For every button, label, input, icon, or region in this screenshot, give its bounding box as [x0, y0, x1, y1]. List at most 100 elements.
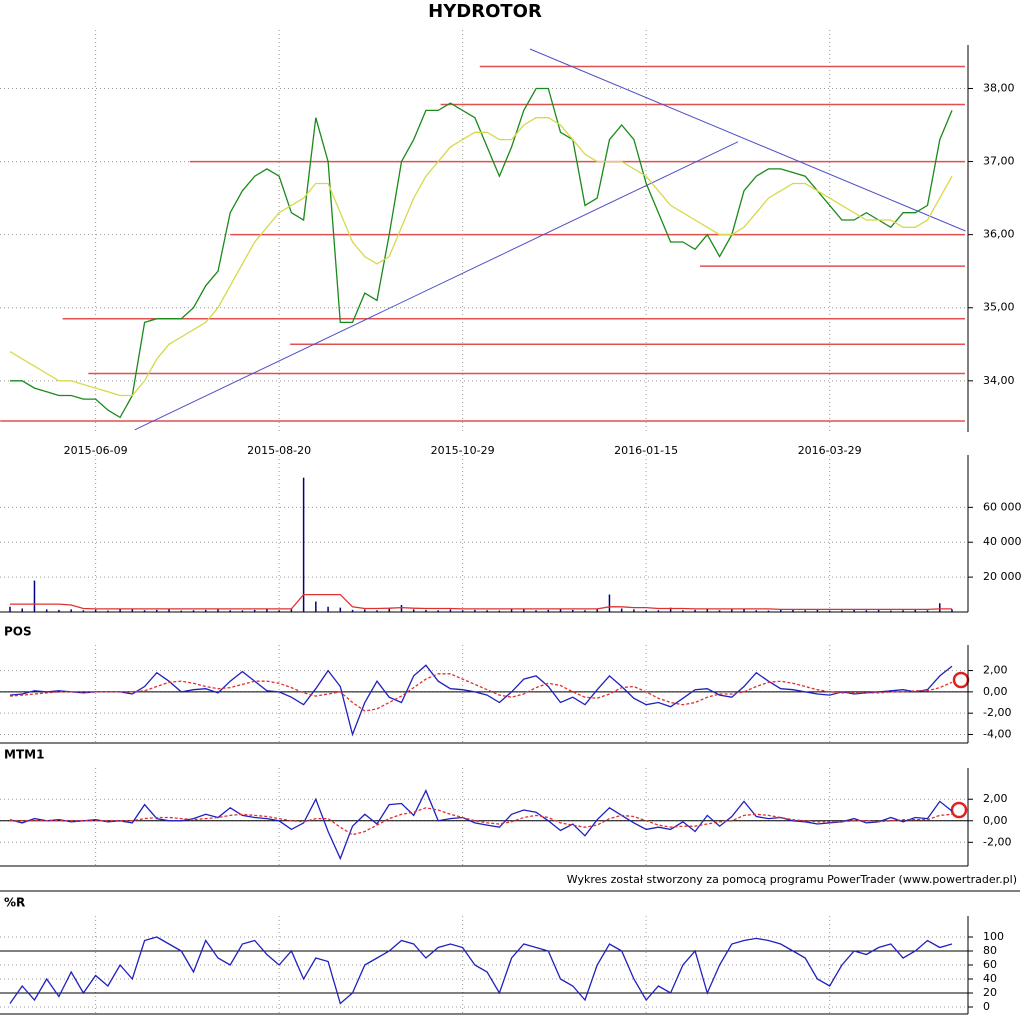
volume-bar [853, 609, 855, 612]
volume-bar [547, 609, 550, 612]
volume-bar [584, 610, 586, 612]
y-tick-label: 34,00 [983, 374, 1015, 387]
volume-bar [266, 609, 268, 612]
volume-bar [131, 608, 134, 612]
volume-bar [94, 609, 97, 612]
volume-bar [743, 609, 745, 612]
volume-bar [902, 610, 904, 612]
volume-bar [939, 603, 941, 612]
volume-bar [645, 609, 647, 612]
volume-bar [229, 610, 231, 612]
series-line [9, 673, 953, 712]
volume-bar [290, 608, 293, 612]
volume-bar [657, 610, 660, 612]
volume-bar [694, 609, 696, 612]
volume-bar [143, 610, 146, 612]
volume-bar [767, 610, 770, 612]
volume-bar [510, 609, 513, 612]
panel-title: MTM1 [4, 748, 44, 762]
volume-bar [119, 609, 121, 612]
y-tick-label: 38,00 [983, 81, 1015, 94]
y-tick-label: 20 000 [983, 570, 1022, 583]
volume-bar [339, 607, 342, 612]
volume-bar [890, 610, 892, 612]
x-tick-label: 2016-03-29 [798, 444, 862, 457]
series-line [9, 789, 953, 861]
x-tick-label: 2015-06-09 [64, 444, 128, 457]
y-tick-label: 60 [983, 958, 997, 971]
y-tick-label: 37,00 [983, 155, 1015, 168]
volume-bar [33, 580, 36, 612]
panel-title: %R [4, 896, 25, 910]
volume-bar [45, 609, 48, 612]
volume-bar [425, 609, 427, 612]
y-tick-label: 40 [983, 972, 997, 985]
volume-bar [816, 609, 819, 612]
y-tick-label: 0,00 [983, 814, 1008, 827]
volume-bar [180, 610, 183, 612]
volume-bar [364, 609, 366, 612]
volume-bar [535, 610, 537, 612]
volume-bar [718, 610, 721, 612]
volume-bar [523, 608, 525, 612]
volume-bar [437, 610, 439, 612]
volume-bar [877, 609, 880, 612]
volume-bar [156, 609, 158, 612]
volume-bar [241, 610, 244, 612]
y-tick-label: 2,00 [983, 792, 1008, 805]
series-line [9, 936, 953, 1005]
volume-bar [9, 606, 11, 612]
volume-bar [412, 609, 415, 612]
series-line [10, 593, 952, 611]
volume-bar [572, 609, 574, 612]
volume-bar [474, 609, 476, 612]
volume-bar [951, 609, 953, 612]
volume-bar [58, 609, 60, 612]
volume-bar [351, 609, 354, 612]
x-tick-label: 2016-01-15 [614, 444, 678, 457]
footer-note: Wykres został stworzony za pomocą progra… [567, 873, 1017, 886]
y-tick-label: 60 000 [983, 500, 1022, 513]
volume-bar [302, 477, 305, 612]
volume-bar [865, 610, 868, 612]
volume-bar [168, 609, 170, 612]
volume-bar [70, 609, 72, 612]
volume-bar [192, 610, 195, 612]
volume-bar [792, 609, 794, 612]
volume-bar [388, 608, 390, 612]
volume-bar [596, 609, 598, 612]
volume-bar [498, 610, 501, 612]
volume-bar [608, 594, 611, 612]
volume-bar [400, 605, 403, 612]
y-tick-label: 0,00 [983, 685, 1008, 698]
y-tick-label: -2,00 [983, 706, 1011, 719]
x-tick-label: 2015-10-29 [431, 444, 495, 457]
x-tick-label: 2015-08-20 [247, 444, 311, 457]
series-line [10, 807, 953, 836]
y-tick-label: 80 [983, 944, 997, 957]
volume-bar [779, 609, 782, 612]
y-tick-label: 2,00 [983, 664, 1008, 677]
y-tick-label: 100 [983, 930, 1004, 943]
volume-bar [926, 610, 929, 612]
volume-bar [633, 609, 635, 612]
volume-bar [204, 609, 207, 612]
y-tick-label: 40 000 [983, 535, 1022, 548]
volume-bar [682, 610, 684, 612]
volume-bar [731, 608, 733, 612]
series-line [9, 117, 953, 397]
volume-bar [327, 606, 329, 612]
trend-line [529, 48, 966, 232]
volume-bar [82, 610, 85, 612]
volume-bar [828, 610, 831, 612]
chart-title: HYDROTOR [428, 1, 542, 22]
volume-bar [376, 610, 378, 612]
y-tick-label: -2,00 [983, 835, 1011, 848]
volume-bar [841, 610, 843, 612]
volume-bar [486, 610, 488, 612]
volume-bar [449, 609, 452, 612]
volume-bar [21, 608, 23, 612]
volume-bar [107, 610, 109, 612]
